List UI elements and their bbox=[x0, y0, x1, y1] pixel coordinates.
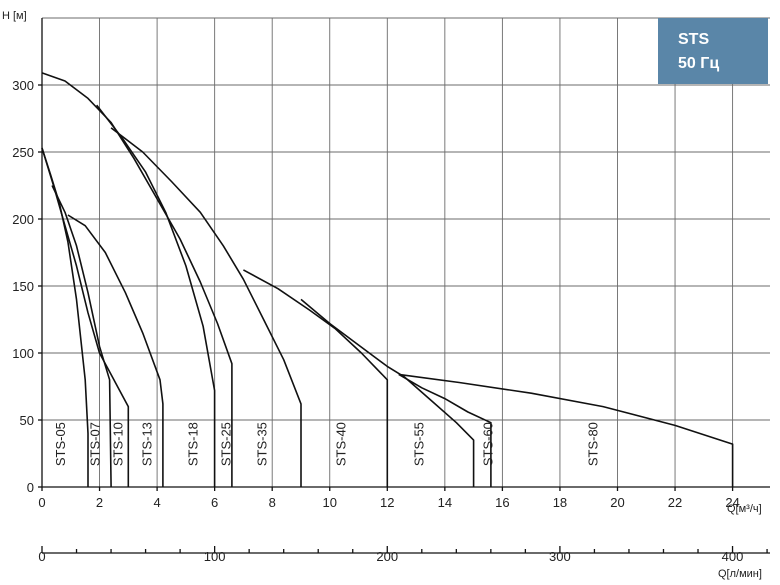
grid bbox=[42, 17, 770, 487]
x-tick-label: 16 bbox=[495, 495, 509, 510]
y-tick-label: 200 bbox=[12, 212, 34, 227]
curve-sts-35 bbox=[110, 127, 302, 487]
x-tick-label: 8 bbox=[269, 495, 276, 510]
x-tick-label: 2 bbox=[96, 495, 103, 510]
series-label-sts-60: STS-60 bbox=[480, 422, 495, 466]
series-label-sts-25: STS-25 bbox=[218, 422, 233, 466]
x-tick-label: 0 bbox=[38, 495, 45, 510]
series-label-sts-13: STS-13 bbox=[139, 422, 154, 466]
y-tick-label: 300 bbox=[12, 78, 34, 93]
x-tick-label: 4 bbox=[153, 495, 160, 510]
y-tick-label: 150 bbox=[12, 279, 34, 294]
y-tick-label: 250 bbox=[12, 145, 34, 160]
curves bbox=[41, 72, 734, 488]
series-label-sts-05: STS-05 bbox=[53, 422, 68, 466]
x2-tick-label: 200 bbox=[376, 549, 398, 564]
curve-sts-13 bbox=[67, 214, 164, 487]
series-labels: STS-05 STS-07 STS-10 STS-13 STS-18 STS-25 STS-… bbox=[53, 422, 600, 466]
badge-series: STS bbox=[678, 31, 710, 48]
curve-sts-18 bbox=[96, 104, 216, 487]
series-label-sts-80: STS-80 bbox=[585, 422, 600, 466]
curve-sts-80 bbox=[398, 373, 734, 487]
series-label-sts-35: STS-35 bbox=[254, 422, 269, 466]
x-tick-label: 22 bbox=[668, 495, 682, 510]
x-tick-label: 24 bbox=[725, 495, 739, 510]
curve-sts-10 bbox=[41, 147, 130, 487]
model-badge: STS 50 Гц bbox=[658, 18, 768, 84]
x-tick-label: 12 bbox=[380, 495, 394, 510]
x-tick-label: 6 bbox=[211, 495, 218, 510]
axes bbox=[38, 18, 770, 554]
series-label-sts-18: STS-18 bbox=[185, 422, 200, 466]
badge-frequency: 50 Гц bbox=[678, 55, 720, 72]
y-tick-label: 0 bbox=[27, 480, 34, 495]
x2-tick-label: 300 bbox=[549, 549, 571, 564]
y-tick-label: 100 bbox=[12, 346, 34, 361]
series-label-sts-10: STS-10 bbox=[111, 422, 126, 466]
series-label-sts-40: STS-40 bbox=[334, 422, 349, 466]
curve-sts-25 bbox=[41, 72, 233, 487]
x2-tick-label: 100 bbox=[204, 549, 226, 564]
series-label-sts-07: STS-07 bbox=[88, 422, 103, 466]
y-axis-label: H [м] bbox=[2, 10, 27, 22]
series-label-sts-55: STS-55 bbox=[411, 422, 426, 466]
x-tick-label: 10 bbox=[323, 495, 337, 510]
curve-sts-60 bbox=[398, 373, 492, 487]
x-tick-label: 18 bbox=[553, 495, 567, 510]
x2-tick-label: 0 bbox=[38, 549, 45, 564]
tick-labels: 0 2 4 6 8 10 12 14 16 18 20 22 240501001502002503000… bbox=[12, 78, 743, 564]
y-tick-label: 50 bbox=[20, 413, 34, 428]
x2-tick-label: 400 bbox=[722, 549, 744, 564]
x-tick-label: 20 bbox=[610, 495, 624, 510]
curve-sts-40 bbox=[243, 269, 389, 487]
x-tick-label: 14 bbox=[438, 495, 452, 510]
x-axis-label: Q[м³/ч] bbox=[727, 503, 762, 515]
curve-sts-07 bbox=[51, 185, 112, 488]
x2-axis-label: Q[л/мин] bbox=[718, 568, 762, 580]
